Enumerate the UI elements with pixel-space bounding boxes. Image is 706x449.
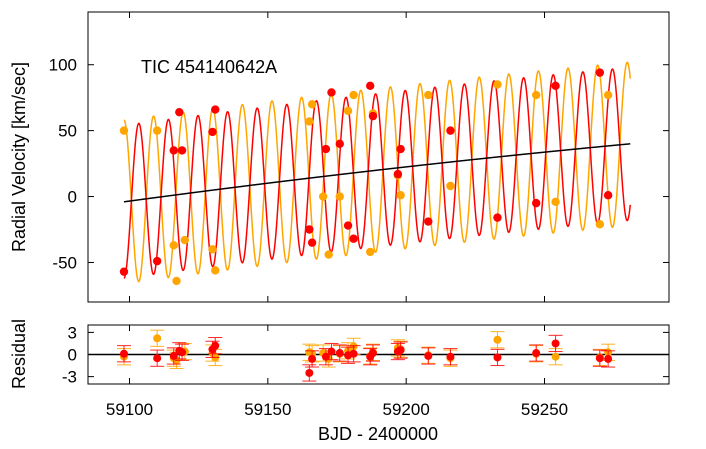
primary-rv-point — [177, 146, 187, 155]
primary-rv-point — [305, 225, 314, 234]
primary-model-curve — [123, 68, 632, 279]
primary-rv-point — [551, 81, 560, 91]
primary-residual-point — [396, 346, 405, 355]
primary-residual-point — [169, 351, 178, 360]
secondary-rv-point — [152, 126, 162, 135]
secondary-rv-point — [493, 80, 502, 89]
x-tick-label: 59150 — [244, 400, 291, 419]
secondary-rv-point — [172, 276, 181, 286]
primary-rv-point — [169, 146, 178, 155]
secondary-rv-point — [424, 90, 433, 100]
primary-rv-point — [366, 81, 375, 91]
y-axis-title-rv: Radial Velocity [km/sec] — [9, 62, 29, 252]
secondary-rv-point — [119, 126, 129, 135]
x-tick-label: 59200 — [383, 400, 430, 419]
y-tick-label: 100 — [49, 56, 77, 75]
y-tick-label: 0 — [68, 346, 77, 365]
primary-residual-point — [446, 352, 455, 361]
primary-residual-point — [532, 349, 541, 358]
primary-residual-point — [153, 354, 162, 363]
primary-rv-point — [396, 144, 405, 154]
residual-panel: 59100 59150 59200 59250 -3 0 3 — [62, 323, 670, 419]
secondary-residual-point — [551, 352, 560, 361]
primary-rv-point — [327, 88, 336, 97]
x-tick-label: 59250 — [521, 400, 568, 419]
primary-rv-point — [603, 191, 613, 200]
primary-residual-point — [551, 339, 560, 348]
secondary-rv-point — [305, 117, 314, 126]
rv-model-curves — [123, 61, 632, 283]
y-tick-label: 0 — [68, 188, 77, 207]
secondary-rv-point — [446, 181, 455, 191]
secondary-rv-point — [343, 106, 353, 116]
secondary-rv-point — [595, 220, 605, 229]
primary-residual-point — [321, 352, 330, 361]
y-tick-label: -50 — [52, 253, 77, 272]
secondary-rv-point — [211, 266, 220, 275]
primary-rv-point — [211, 105, 220, 114]
x-axis-title: BJD - 2400000 — [318, 424, 438, 444]
primary-rv-point — [532, 198, 541, 208]
primary-residual-point — [119, 349, 128, 358]
primary-rv-point — [175, 107, 184, 117]
secondary-rv-point — [349, 90, 358, 100]
primary-rv-point — [335, 139, 344, 149]
primary-residual-point — [424, 351, 433, 360]
y-tick-label: 3 — [68, 323, 77, 342]
primary-rv-point — [446, 126, 455, 135]
rv-data-points — [119, 68, 613, 286]
secondary-rv-point — [324, 250, 333, 259]
secondary-rv-point — [532, 90, 541, 100]
primary-rv-point — [321, 144, 331, 154]
secondary-rv-point — [169, 241, 178, 250]
secondary-rv-point — [318, 192, 328, 201]
x-tick-label: 59100 — [106, 400, 153, 419]
y-axis-title-residual: Residual — [9, 319, 29, 389]
primary-rv-point — [493, 213, 502, 222]
secondary-rv-point — [180, 235, 190, 245]
secondary-rv-point — [396, 191, 405, 200]
secondary-rv-point — [208, 245, 217, 254]
primary-rv-point — [307, 238, 317, 247]
primary-residual-point — [327, 347, 336, 356]
secondary-rv-point — [366, 247, 375, 257]
primary-residual-point — [308, 354, 317, 363]
rv-panel: -50 0 50 100 TIC 454140642A — [49, 11, 670, 303]
primary-rv-point — [343, 221, 353, 230]
primary-rv-point — [152, 256, 162, 266]
y-tick-label: -3 — [62, 368, 77, 387]
primary-rv-point — [349, 234, 358, 243]
rv-panel-frame — [87, 11, 670, 303]
primary-residual-point — [335, 349, 344, 358]
secondary-residual-point — [493, 335, 502, 344]
secondary-rv-point — [603, 90, 613, 100]
secondary-residual-point — [153, 334, 162, 343]
primary-rv-point — [368, 111, 378, 121]
primary-rv-point — [424, 217, 433, 226]
primary-residual-point — [211, 341, 220, 350]
primary-rv-point — [595, 68, 605, 77]
secondary-rv-point — [335, 192, 344, 201]
primary-residual-point — [368, 349, 377, 358]
primary-residual-point — [178, 348, 187, 357]
chart-title: TIC 454140642A — [141, 57, 277, 77]
y-tick-label: 50 — [58, 122, 77, 141]
primary-rv-point — [393, 169, 403, 179]
primary-residual-point — [604, 354, 613, 363]
residual-data-points — [116, 329, 616, 382]
primary-residual-point — [349, 349, 358, 358]
primary-residual-point — [305, 368, 314, 377]
systemic-velocity-curve — [123, 143, 631, 203]
secondary-rv-point — [307, 100, 317, 109]
rv-panel-ticks: -50 0 50 100 — [49, 12, 669, 302]
secondary-rv-point — [551, 197, 560, 207]
primary-residual-point — [493, 353, 502, 362]
residual-panel-ticks: 59100 59150 59200 59250 -3 0 3 — [62, 323, 669, 419]
primary-rv-point — [119, 267, 129, 276]
primary-residual-point — [595, 354, 604, 363]
primary-rv-point — [208, 127, 217, 137]
